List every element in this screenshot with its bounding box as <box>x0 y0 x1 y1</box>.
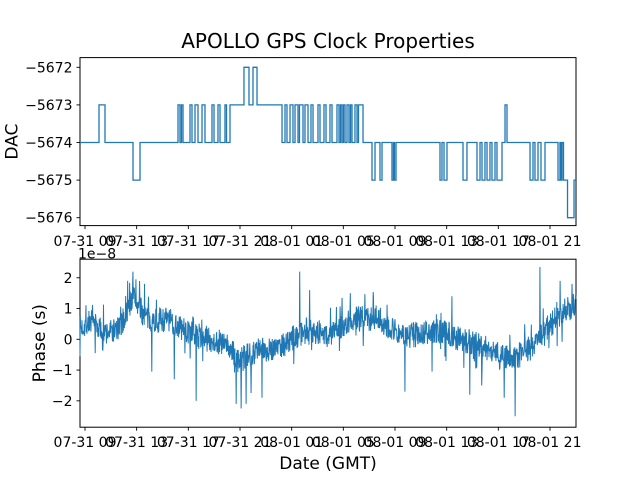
x-tick-label: 07-31 09 <box>54 435 117 451</box>
x-tick-label: 08-01 17 <box>467 435 530 451</box>
x-tick-label: 07-31 21 <box>209 234 272 250</box>
y-tick-label: −1 <box>52 363 73 379</box>
figure-title: APOLLO GPS Clock Properties <box>181 29 475 53</box>
x-tick-label: 08-01 17 <box>467 234 530 250</box>
y-tick-label: −5676 <box>25 211 72 227</box>
x-tick-label: 08-01 09 <box>364 234 427 250</box>
y-tick-label: 1 <box>64 302 73 318</box>
x-tick-label: 07-31 13 <box>105 435 168 451</box>
x-tick-label: 08-01 13 <box>415 435 478 451</box>
y-tick-label: −5674 <box>25 136 72 152</box>
date-axis-label: Date (GMT) <box>279 454 377 474</box>
phase-axis-label: Phase (s) <box>30 304 50 382</box>
dac-axis-label: DAC <box>3 124 23 160</box>
x-tick-label: 07-31 13 <box>105 234 168 250</box>
x-tick-label: 07-31 09 <box>54 234 117 250</box>
offset-text: 1e−8 <box>78 247 116 263</box>
y-tick-label: −5675 <box>25 173 72 189</box>
x-tick-label: 08-01 21 <box>519 435 582 451</box>
x-tick-label: 08-01 09 <box>364 435 427 451</box>
y-tick-label: 2 <box>64 271 73 287</box>
x-tick-label: 08-01 01 <box>260 435 323 451</box>
x-tick-label: 08-01 05 <box>312 234 375 250</box>
axes-frame <box>79 57 577 227</box>
x-tick-label: 07-31 17 <box>157 234 220 250</box>
y-tick-label: −5672 <box>25 60 72 76</box>
dac-step-line <box>80 66 576 219</box>
axes-frame <box>79 258 577 428</box>
y-tick-label: −2 <box>52 394 73 410</box>
x-tick-label: 08-01 01 <box>260 234 323 250</box>
x-tick-label: 08-01 05 <box>312 435 375 451</box>
phase-noise-line <box>79 266 577 417</box>
x-tick-label: 07-31 21 <box>209 435 272 451</box>
x-tick-label: 08-01 21 <box>519 234 582 250</box>
y-tick-label: −5673 <box>25 98 72 114</box>
x-tick-label: 07-31 17 <box>157 435 220 451</box>
x-tick-label: 08-01 13 <box>415 234 478 250</box>
y-tick-label: 0 <box>64 332 73 348</box>
